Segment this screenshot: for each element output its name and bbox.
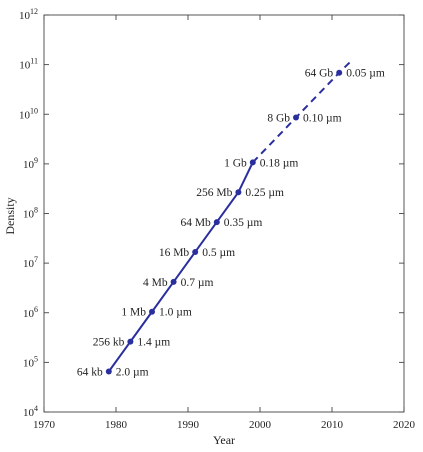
y-tick-exponent: 7	[34, 255, 38, 264]
y-tick-base: 10	[23, 159, 35, 171]
feature-size-label: 0.35 µm	[224, 217, 263, 229]
feature-size-label: 2.0 µm	[116, 366, 149, 378]
y-tick-base: 10	[23, 209, 35, 221]
capacity-label: 1 Mb	[121, 307, 146, 319]
feature-size-label: 0.25 µm	[245, 187, 284, 199]
y-tick-label: 108	[23, 206, 38, 221]
axis-ticks	[43, 14, 405, 413]
x-tick-label: 2000	[249, 419, 272, 431]
y-tick-base: 10	[19, 10, 31, 22]
feature-size-label: 1.4 µm	[137, 337, 170, 349]
y-tick-label: 105	[23, 354, 38, 369]
y-tick-exponent: 8	[34, 206, 38, 215]
x-tick-label: 2020	[393, 419, 416, 431]
y-tick-label: 1010	[19, 106, 38, 121]
y-tick-base: 10	[23, 357, 35, 369]
feature-size-label: 0.18 µm	[260, 157, 299, 169]
x-tick-label: 1970	[33, 419, 56, 431]
x-tick-label: 1980	[105, 419, 128, 431]
y-tick-exponent: 10	[30, 106, 38, 115]
capacity-label: 256 kb	[93, 337, 125, 349]
y-axis-label: Density	[3, 197, 17, 234]
y-tick-exponent: 12	[30, 7, 38, 16]
capacity-label: 64 Gb	[305, 68, 334, 80]
data-points	[105, 69, 343, 375]
y-tick-exponent: 6	[34, 305, 38, 314]
capacity-label: 4 Mb	[143, 277, 168, 289]
capacity-label: 8 Gb	[267, 113, 290, 125]
data-point	[105, 368, 112, 375]
x-tick-label: 2010	[321, 419, 344, 431]
data-point	[170, 278, 177, 285]
data-point	[249, 159, 256, 166]
density-line-projected	[252, 59, 353, 164]
point-labels: 64 kb 2.0 µm 256 kb 1.4 µm 1 Mb 1.0 µm 4 Mb 0.7…	[77, 68, 385, 379]
feature-size-label: 0.5 µm	[202, 247, 235, 259]
density-line-actual	[107, 161, 254, 373]
feature-size-label: 0.10 µm	[303, 113, 342, 125]
y-tick-label: 1012	[19, 7, 38, 22]
feature-size-label: 1.0 µm	[159, 307, 192, 319]
data-point	[235, 189, 242, 196]
feature-size-label: 0.05 µm	[346, 68, 385, 80]
data-point	[213, 219, 220, 226]
capacity-label: 64 Mb	[180, 217, 211, 229]
y-tick-exponent: 11	[30, 57, 38, 66]
data-point	[149, 308, 155, 315]
y-tick-base: 10	[23, 258, 35, 270]
series-lines	[107, 59, 353, 373]
y-tick-label: 1011	[19, 57, 38, 72]
y-tick-base: 10	[19, 109, 31, 121]
capacity-label: 256 Mb	[196, 187, 232, 199]
y-tick-exponent: 9	[34, 156, 38, 165]
x-tick-label: 1990	[177, 419, 200, 431]
y-tick-label: 106	[23, 305, 38, 320]
y-tick-label: 107	[23, 255, 38, 270]
y-tick-exponent: 5	[34, 354, 38, 363]
y-tick-base: 10	[23, 407, 35, 419]
x-axis-label: Year	[213, 433, 235, 447]
y-tick-label: 104	[23, 404, 38, 419]
data-point	[192, 248, 199, 255]
capacity-label: 64 kb	[77, 366, 103, 378]
capacity-label: 1 Gb	[224, 157, 247, 169]
data-point	[127, 338, 134, 345]
y-tick-base: 10	[23, 308, 35, 320]
y-tick-exponent: 4	[34, 404, 38, 413]
y-tick-label: 109	[23, 156, 38, 171]
y-tick-base: 10	[19, 60, 31, 72]
capacity-label: 16 Mb	[159, 247, 190, 259]
feature-size-label: 0.7 µm	[181, 277, 214, 289]
data-point	[293, 114, 299, 121]
data-point	[336, 69, 343, 76]
x-tick-labels: 1970 1980 1990 2000 2010 2020	[33, 419, 416, 431]
